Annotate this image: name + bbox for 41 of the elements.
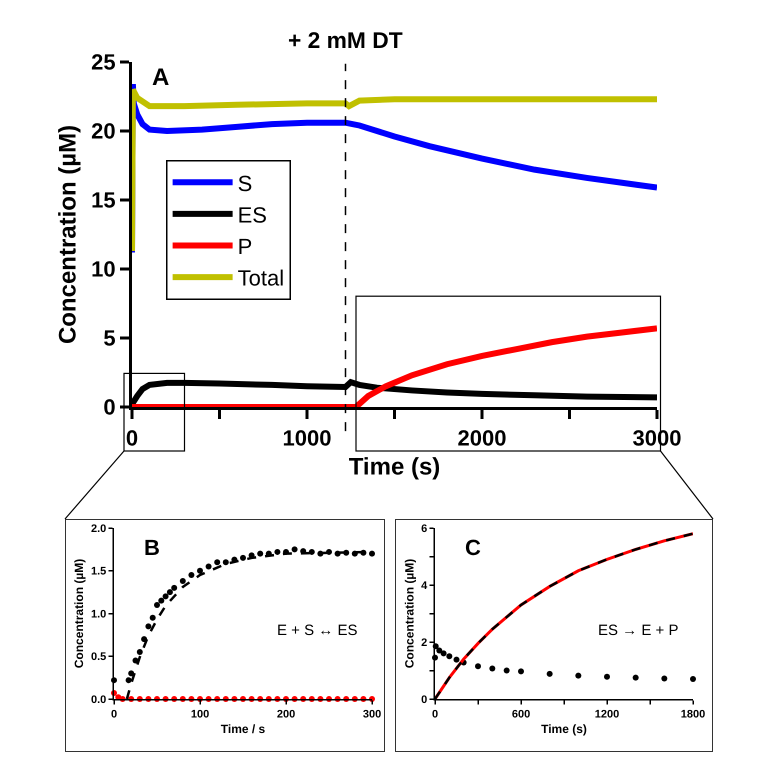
y-tick-label: 5 <box>103 326 116 351</box>
y-tick-label: 1.0 <box>91 608 106 620</box>
y-tick-label: 2.0 <box>91 522 106 535</box>
annotation: A <box>152 64 170 91</box>
x-tick-label: 600 <box>512 708 530 721</box>
legend-label: P <box>238 234 252 260</box>
y-tick-label: 4 <box>421 580 428 592</box>
ref-line-label: + 2 mM DT <box>288 27 403 53</box>
x-tick-label: 300 <box>362 708 382 721</box>
y-tick-label: 0 <box>103 394 116 420</box>
annotation: B <box>144 535 160 560</box>
y-tick-label: 6 <box>421 522 428 535</box>
annotation: ES → E + P <box>598 622 678 639</box>
y-axis-title: Concentration (µM) <box>72 558 86 668</box>
x-axis-title: Time / s <box>220 722 266 736</box>
y-tick-label: 0.0 <box>91 694 106 706</box>
annotation: E + S ↔ ES <box>277 622 358 639</box>
legend-label: ES <box>238 202 267 228</box>
y-tick-label: 2 <box>421 636 428 649</box>
legend-label: S <box>238 170 252 196</box>
x-tick-label: 1000 <box>282 425 332 450</box>
y-tick-label: 0 <box>421 694 428 706</box>
x-axis-title: Time (s) <box>541 722 587 736</box>
x-tick-label: 0 <box>126 425 138 450</box>
y-tick-label: 1.5 <box>91 566 106 578</box>
x-tick-label: 1200 <box>594 708 620 721</box>
y-tick-label: 0.5 <box>91 651 106 664</box>
x-tick-label: 1800 <box>680 708 706 721</box>
annotation: C <box>465 535 481 560</box>
y-axis-title: Concentration (µM) <box>54 124 82 344</box>
x-tick-label: 2000 <box>458 425 506 450</box>
y-tick-label: 10 <box>91 256 116 282</box>
x-tick-label: 200 <box>276 708 296 721</box>
x-tick-label: 0 <box>432 708 438 721</box>
y-tick-label: 25 <box>91 50 116 75</box>
legend-label: Total <box>238 266 284 291</box>
y-tick-label: 20 <box>91 118 116 144</box>
y-axis-title: Concentration (µM) <box>402 558 416 668</box>
x-axis-title: Time (s) <box>348 454 440 480</box>
x-tick-label: 100 <box>190 708 210 721</box>
y-tick-label: 15 <box>91 188 116 213</box>
